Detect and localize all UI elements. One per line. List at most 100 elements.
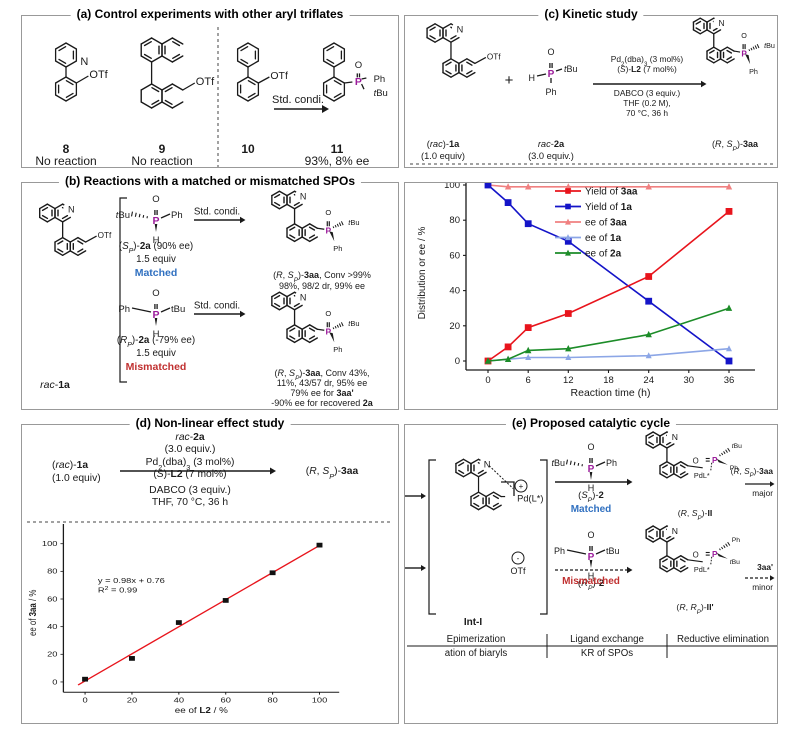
svg-text:OTf: OTf [487, 52, 501, 61]
svg-text:rac-1a: rac-1a [40, 379, 70, 391]
svg-text:1.5 equiv: 1.5 equiv [136, 254, 176, 265]
svg-text:tBu: tBu [564, 64, 578, 74]
svg-text:P: P [712, 455, 718, 465]
svg-text:P: P [152, 215, 159, 227]
svg-text:(R, SP)-II: (R, SP)-II [678, 508, 713, 522]
svg-text:PdL*: PdL* [694, 565, 710, 574]
svg-text:+: + [505, 72, 514, 89]
svg-text:Ligand exchange: Ligand exchange [570, 634, 644, 645]
svg-text:O: O [587, 442, 594, 452]
svg-text:-90% ee for recovered 2a: -90% ee for recovered 2a [271, 398, 374, 408]
svg-text:P: P [548, 69, 555, 80]
svg-text:12: 12 [563, 375, 574, 386]
svg-text:93%, 8% ee: 93%, 8% ee [305, 154, 370, 168]
svg-text:P: P [355, 76, 362, 88]
svg-text:Ph: Ph [333, 345, 342, 354]
svg-text:Distribution or ee / %: Distribution or ee / % [417, 226, 428, 319]
svg-text:Pd(L*): Pd(L*) [517, 494, 543, 504]
svg-text:tBu: tBu [171, 304, 185, 315]
svg-text:79% ee for 3aa': 79% ee for 3aa' [290, 388, 353, 398]
svg-text:Epimerization: Epimerization [447, 634, 506, 645]
svg-text:60: 60 [221, 695, 232, 704]
svg-text:ee of L2 / %: ee of L2 / % [175, 706, 228, 715]
svg-text:(RP)-2a (-79% ee): (RP)-2a (-79% ee) [117, 335, 195, 349]
svg-text:(R, SP)-3aa: (R, SP)-3aa [306, 466, 359, 481]
svg-text:Mismatched: Mismatched [126, 361, 187, 373]
svg-text:y = 0.98x + 0.76: y = 0.98x + 0.76 [98, 576, 165, 585]
svg-text:tBu: tBu [348, 218, 359, 227]
svg-text:Matched: Matched [571, 504, 612, 515]
svg-text:0: 0 [485, 375, 490, 386]
svg-text:OTf: OTf [511, 566, 526, 576]
svg-text:O: O [152, 288, 159, 299]
svg-text:Std. condi.: Std. condi. [194, 301, 240, 312]
svg-text:98%, 98/2 dr, 99% ee: 98%, 98/2 dr, 99% ee [279, 281, 365, 291]
svg-text:rac-2a: rac-2a [538, 139, 565, 149]
svg-text:major: major [752, 488, 773, 498]
svg-text:Ph: Ph [171, 210, 183, 221]
svg-text:Ph: Ph [606, 458, 617, 468]
svg-text:Int-I: Int-I [464, 617, 483, 628]
svg-text:tBu: tBu [764, 41, 775, 50]
svg-text:OTf: OTf [98, 231, 112, 240]
svg-text:H: H [529, 73, 536, 83]
svg-text:+: + [519, 482, 524, 491]
svg-text:N: N [300, 192, 307, 202]
svg-text:N: N [300, 293, 307, 303]
svg-text:P: P [152, 309, 159, 321]
svg-text:24: 24 [643, 375, 654, 386]
svg-text:40: 40 [47, 622, 58, 631]
svg-text:Reductive elimination: Reductive elimination [677, 634, 769, 645]
svg-text:N: N [719, 18, 725, 28]
svg-text:tBu: tBu [116, 210, 130, 221]
svg-text:O: O [325, 309, 331, 318]
svg-text:10: 10 [241, 142, 255, 156]
svg-text:80: 80 [267, 695, 278, 704]
svg-text:tBu: tBu [551, 458, 565, 468]
svg-text:40: 40 [449, 286, 460, 297]
svg-text:N: N [80, 56, 88, 68]
svg-text:20: 20 [449, 321, 460, 332]
svg-text:rac-2a: rac-2a [175, 432, 204, 443]
svg-text:6: 6 [526, 375, 531, 386]
svg-text:Ph: Ph [732, 537, 741, 544]
svg-text:tBu: tBu [374, 88, 388, 99]
svg-text:THF (0.2 M),: THF (0.2 M), [623, 98, 670, 108]
svg-text:O: O [741, 31, 747, 40]
svg-text:P: P [588, 464, 595, 475]
svg-text:0: 0 [455, 356, 460, 367]
svg-text:O: O [693, 456, 699, 465]
svg-text:100: 100 [42, 539, 58, 548]
svg-text:tBu: tBu [606, 546, 620, 556]
svg-text:(3.0 equiv.): (3.0 equiv.) [528, 151, 574, 161]
svg-text:Ph: Ph [554, 546, 565, 556]
svg-text:(rac)-1a: (rac)-1a [52, 460, 88, 471]
svg-text:P: P [325, 226, 331, 236]
svg-text:Ph: Ph [374, 74, 386, 85]
svg-text:80: 80 [449, 215, 460, 226]
svg-text:minor: minor [752, 582, 773, 592]
svg-text:O: O [355, 60, 362, 71]
svg-text:0: 0 [52, 677, 58, 686]
svg-text:O: O [152, 194, 159, 205]
svg-text:No reaction: No reaction [35, 154, 96, 168]
svg-text:-: - [517, 554, 520, 563]
svg-text:11%, 43/57 dr, 95% ee: 11%, 43/57 dr, 95% ee [277, 378, 367, 388]
svg-text:THF, 70 °C, 36 h: THF, 70 °C, 36 h [152, 497, 228, 508]
svg-text:(1.0 equiv): (1.0 equiv) [52, 473, 101, 484]
svg-text:N: N [672, 432, 678, 442]
svg-text:O: O [587, 530, 594, 540]
svg-text:30: 30 [684, 375, 695, 386]
svg-text:(3.0 equiv.): (3.0 equiv.) [165, 444, 216, 455]
svg-text:Ph: Ph [749, 67, 758, 76]
svg-text:N: N [672, 526, 678, 536]
svg-text:No reaction: No reaction [131, 154, 192, 168]
svg-text:O: O [547, 47, 554, 57]
svg-text:ee of 3aa / %: ee of 3aa / % [27, 590, 38, 637]
svg-text:OTf: OTf [89, 69, 108, 81]
svg-text:Matched: Matched [135, 267, 178, 279]
svg-text:ee of 2a: ee of 2a [585, 249, 622, 260]
svg-text:DABCO (3 equiv.): DABCO (3 equiv.) [614, 88, 681, 98]
svg-text:(1.0 equiv): (1.0 equiv) [421, 151, 465, 161]
svg-text:18: 18 [603, 375, 614, 386]
